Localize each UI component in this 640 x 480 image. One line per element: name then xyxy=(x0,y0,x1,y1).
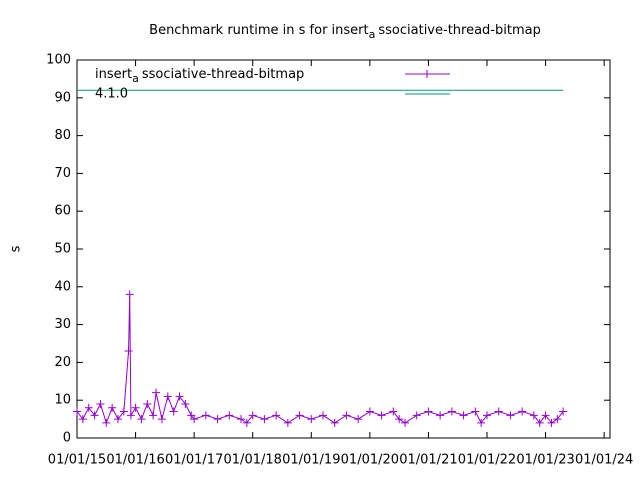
point xyxy=(73,407,81,416)
legend-label: inserta ssociative-thread-bitmap xyxy=(95,67,304,86)
legend-label: 4.1.0 xyxy=(95,87,128,102)
point xyxy=(518,407,527,416)
y-tick-label: 20 xyxy=(54,355,71,370)
point xyxy=(307,415,316,424)
point xyxy=(163,392,172,401)
point xyxy=(201,411,210,420)
point xyxy=(96,399,105,408)
point xyxy=(272,411,281,420)
point xyxy=(535,418,544,427)
point xyxy=(342,411,351,420)
x-tick-label: 01/01/15 xyxy=(48,453,106,468)
point xyxy=(459,411,468,420)
x-tick-label: 01/01/22 xyxy=(458,453,516,468)
y-tick-label: 10 xyxy=(54,393,71,408)
point xyxy=(78,415,87,424)
point xyxy=(401,418,409,427)
point xyxy=(175,392,184,401)
y-tick-label: 70 xyxy=(54,166,71,181)
x-tick-label: 01/01/18 xyxy=(224,453,282,468)
x-tick-label: 01/01/19 xyxy=(282,453,340,468)
point xyxy=(149,411,158,420)
y-tick-label: 0 xyxy=(63,431,71,446)
plot-frame xyxy=(76,59,611,439)
y-tick-label: 50 xyxy=(54,242,71,257)
point xyxy=(395,415,404,424)
point xyxy=(248,411,257,420)
legend-marker xyxy=(423,70,431,78)
point xyxy=(84,403,93,412)
point xyxy=(553,415,562,424)
point xyxy=(126,411,135,420)
point xyxy=(283,418,292,427)
point xyxy=(389,407,398,416)
point xyxy=(541,411,550,420)
point xyxy=(213,415,222,424)
x-tick-label: 01/01/24 xyxy=(575,453,633,468)
point xyxy=(119,407,128,416)
x-tick-label: 01/01/17 xyxy=(165,453,223,468)
y-tick-label: 30 xyxy=(54,317,71,332)
x-tick-label: 01/01/21 xyxy=(399,453,457,468)
point xyxy=(447,407,456,416)
point xyxy=(494,407,503,416)
point xyxy=(471,407,480,416)
y-tick-label: 90 xyxy=(54,90,71,105)
y-tick-label: 60 xyxy=(54,204,71,219)
point xyxy=(242,418,251,427)
point xyxy=(365,407,374,416)
point xyxy=(102,418,111,427)
point xyxy=(131,403,140,412)
point xyxy=(108,403,117,412)
x-tick-label: 01/01/16 xyxy=(106,453,164,468)
y-axis-label: s xyxy=(9,245,24,252)
point xyxy=(436,411,445,420)
point xyxy=(124,347,133,356)
point xyxy=(169,407,178,416)
point xyxy=(529,411,538,420)
point xyxy=(143,399,152,408)
point xyxy=(90,411,99,420)
y-tick-label: 100 xyxy=(46,53,71,68)
x-tick-label: 01/01/20 xyxy=(341,453,399,468)
point xyxy=(260,415,269,424)
point xyxy=(559,407,568,416)
chart-title: Benchmark runtime in s for inserta ssocia… xyxy=(149,23,541,42)
point xyxy=(237,415,245,424)
point xyxy=(137,415,146,424)
point xyxy=(114,415,122,424)
point xyxy=(295,411,304,420)
point xyxy=(157,415,166,424)
point xyxy=(152,388,161,397)
point xyxy=(190,415,199,424)
point xyxy=(354,415,363,424)
point xyxy=(125,290,134,299)
point xyxy=(412,411,421,420)
point xyxy=(547,418,556,427)
x-tick-label: 01/01/23 xyxy=(516,453,574,468)
point xyxy=(477,418,486,427)
y-tick-label: 40 xyxy=(54,279,71,294)
point xyxy=(181,399,190,408)
point xyxy=(377,411,386,420)
point xyxy=(424,407,433,416)
point xyxy=(225,411,234,420)
point xyxy=(330,418,339,427)
y-tick-label: 80 xyxy=(54,128,71,143)
point xyxy=(319,411,327,420)
point xyxy=(483,411,491,420)
point xyxy=(506,411,515,420)
